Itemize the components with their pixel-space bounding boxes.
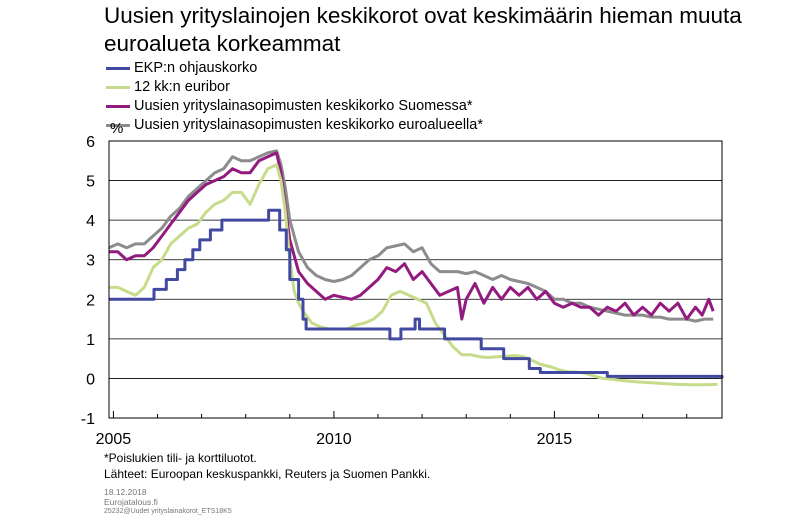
y-tick-label: 0 bbox=[86, 371, 95, 388]
y-tick-label: 3 bbox=[86, 253, 95, 270]
legend-swatch bbox=[106, 86, 130, 89]
legend-label: 12 kk:n euribor bbox=[134, 79, 230, 95]
chart-title: Uusien yrityslainojen keskikorot ovat ke… bbox=[104, 3, 742, 56]
publish-date: 18.12.2018 bbox=[104, 487, 147, 497]
legend-swatch bbox=[106, 105, 130, 108]
x-tick-label: 2015 bbox=[537, 431, 573, 448]
chart-legend: EKP:n ohjauskorko 12 kk:n euribor Uusien… bbox=[104, 59, 483, 135]
y-tick-label: 5 bbox=[86, 174, 95, 191]
footnote: *Poislukien tili- ja korttiluotot. bbox=[104, 451, 257, 465]
x-tick-label: 2010 bbox=[316, 431, 352, 448]
legend-swatch bbox=[106, 67, 130, 70]
series-line bbox=[109, 208, 724, 379]
series-line bbox=[108, 149, 714, 323]
y-tick-label: -1 bbox=[81, 411, 95, 428]
legend-swatch bbox=[106, 124, 130, 127]
series-line bbox=[109, 151, 715, 321]
y-tick-label: 4 bbox=[86, 213, 95, 230]
y-tick-label: 1 bbox=[86, 332, 95, 349]
site-name: Eurojatalous.fi bbox=[104, 497, 158, 507]
legend-item-euroalue: Uusien yrityslainasopimusten keskikorko … bbox=[104, 116, 483, 135]
legend-label: Uusien yrityslainasopimusten keskikorko … bbox=[134, 98, 473, 114]
legend-label: Uusien yrityslainasopimusten keskikorko … bbox=[134, 117, 483, 133]
y-tick-label: 2 bbox=[86, 292, 95, 309]
y-tick-label: 6 bbox=[86, 134, 95, 151]
legend-item-ohjauskorko: EKP:n ohjauskorko bbox=[104, 59, 483, 78]
y-axis-unit: % bbox=[110, 120, 124, 137]
chart-meta: 18.12.2018 Eurojatalous.fi 25232@Uudet y… bbox=[104, 487, 232, 517]
legend-label: EKP:n ohjauskorko bbox=[134, 60, 258, 76]
legend-item-suomi: Uusien yrityslainasopimusten keskikorko … bbox=[104, 97, 483, 116]
chart-code: 25232@Uudet yrityslainakorot_ETS18K5 bbox=[104, 508, 232, 515]
x-tick-label: 2005 bbox=[96, 431, 132, 448]
plot-frame bbox=[108, 140, 723, 419]
chart-notes: *Poislukien tili- ja korttiluotot. Lähte… bbox=[104, 450, 430, 482]
legend-item-euribor: 12 kk:n euribor bbox=[104, 78, 483, 97]
series-line bbox=[109, 163, 718, 387]
sources: Lähteet: Euroopan keskuspankki, Reuters … bbox=[104, 467, 431, 481]
